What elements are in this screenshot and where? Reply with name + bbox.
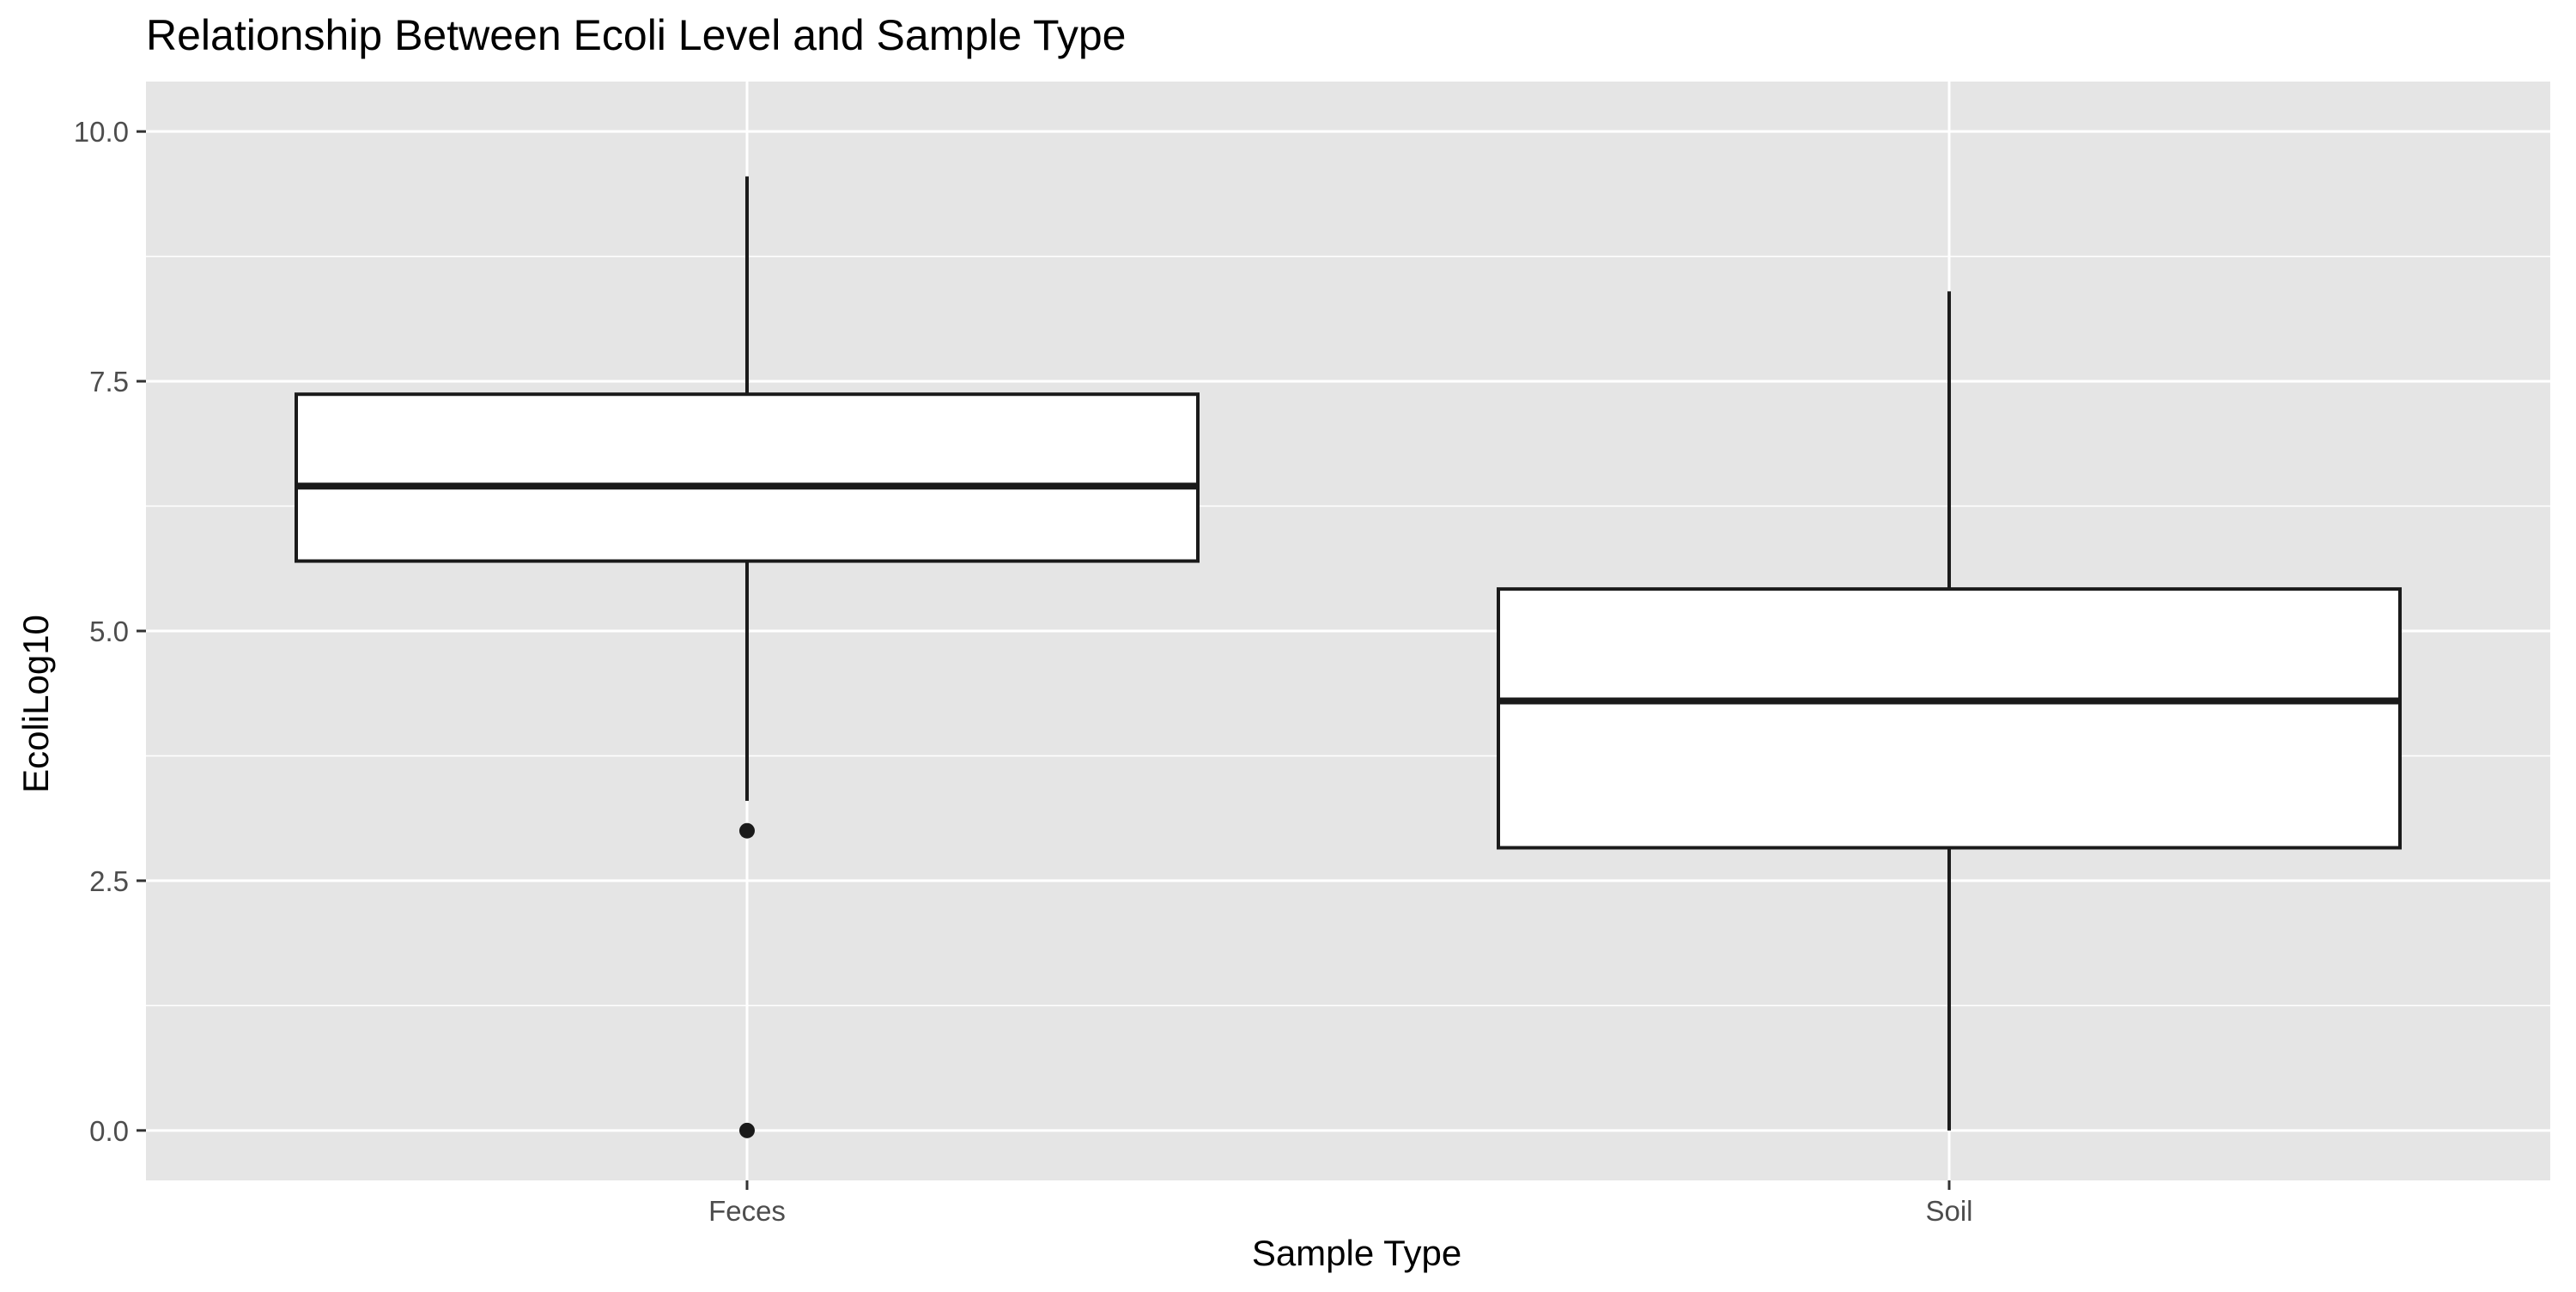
box-soil [1497, 291, 2402, 1131]
box-iqr [295, 392, 1200, 563]
y-axis: 0.0 2.5 5.0 7.5 10.0 [74, 116, 146, 1147]
x-axis-label: Sample Type [1252, 1233, 1461, 1273]
x-tick-label: Soil [1925, 1195, 1972, 1227]
outlier-point [739, 1122, 755, 1138]
box-iqr [1497, 587, 2402, 850]
y-tick-label: 7.5 [89, 366, 129, 397]
y-axis-label: EcoliLog10 [15, 615, 56, 793]
x-axis: Feces Soil [708, 1180, 1973, 1227]
box-series [295, 176, 2402, 1138]
y-tick-label: 5.0 [89, 616, 129, 647]
y-tick-label: 10.0 [74, 116, 129, 148]
y-tick-label: 2.5 [89, 865, 129, 897]
x-tick-label: Feces [708, 1195, 786, 1227]
chart-title: Relationship Between Ecoli Level and Sam… [146, 11, 1126, 59]
box-feces [295, 176, 1200, 1138]
y-tick-label: 0.0 [89, 1115, 129, 1147]
outlier-point [739, 822, 755, 839]
